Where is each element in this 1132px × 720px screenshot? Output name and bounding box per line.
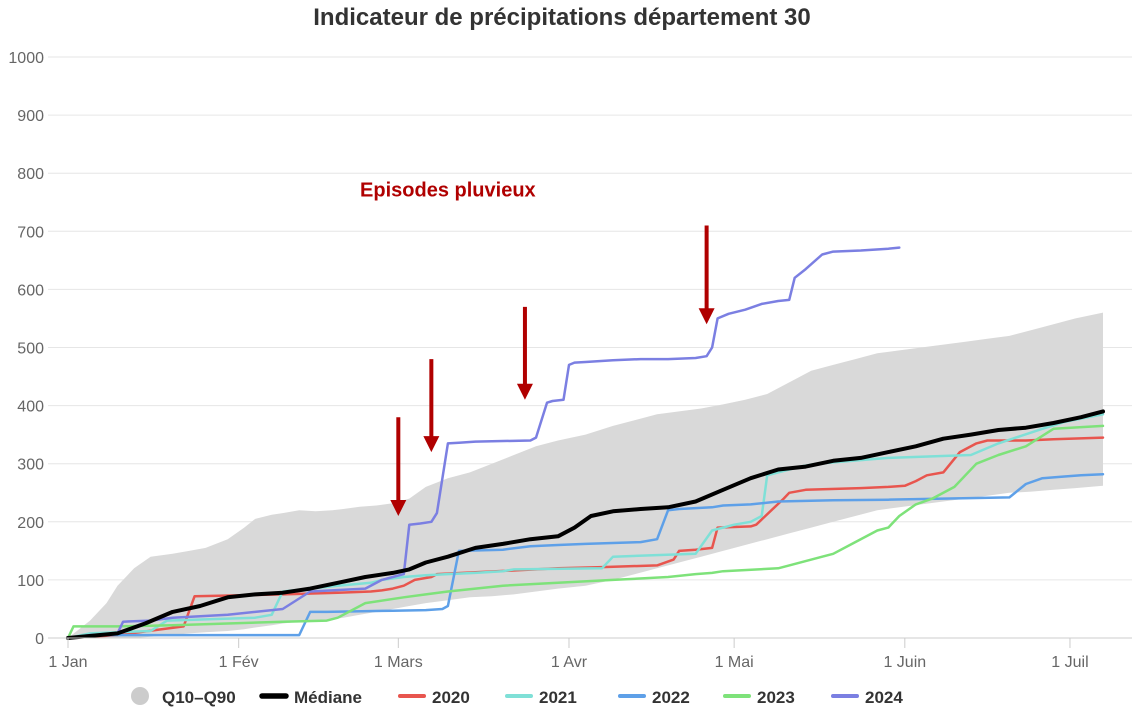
y-tick-label: 800 [17,166,44,183]
y-tick-label: 900 [17,108,44,125]
y-tick-label: 1000 [8,50,44,67]
legend: Q10–Q90 Médiane 2020 2021 2022 2023 2024 [131,687,903,707]
legend-label: 2023 [757,688,795,707]
x-tick-label: 1 Avr [551,654,588,671]
legend-label: Q10–Q90 [162,688,236,707]
legend-label: Médiane [294,688,362,707]
q10-q90-band [68,312,1103,638]
y-tick-label: 300 [17,457,44,474]
series-layer [66,246,1105,640]
annotation-layer: Episodes pluvieux [360,179,715,516]
y-tick-label: 700 [17,224,44,241]
x-tick-label: 1 Juil [1051,654,1088,671]
y-tick-label: 500 [17,341,44,358]
annotation-text: Episodes pluvieux [360,179,536,201]
series-line-2024 [66,246,901,640]
band-layer [68,312,1103,638]
legend-label: 2024 [865,688,903,707]
chart-title: Indicateur de précipitations département… [313,4,810,31]
axis-layer: 0 100 200 300 400 500 600 700 800 900 1000 1 Jan 1 F… [8,50,1132,671]
x-tick-label: 1 Fév [219,654,259,671]
legend-label: 2020 [432,688,470,707]
series-line-m-diane [66,409,1105,640]
x-tick-label: 1 Juin [883,654,926,671]
y-tick-label: 400 [17,399,44,416]
legend-symbol-q10-q90 [131,687,149,705]
series-line-2022 [66,472,1105,640]
y-tick-label: 100 [17,573,44,590]
x-tick-label: 1 Mai [715,654,754,671]
legend-label: 2021 [539,688,577,707]
legend-label: 2022 [652,688,690,707]
y-tick-label: 0 [35,631,44,648]
annotation-arrow-head [390,499,407,516]
y-tick-label: 200 [17,515,44,532]
annotation-arrow-head [516,383,533,400]
x-tick-label: 1 Jan [48,654,87,671]
series-line-2020 [66,436,1105,640]
annotation-arrow-head [423,436,440,453]
series-line-2023 [66,424,1105,640]
x-tick-label: 1 Mars [374,654,423,671]
annotation-arrow-head [698,308,715,325]
y-tick-label: 600 [17,282,44,299]
